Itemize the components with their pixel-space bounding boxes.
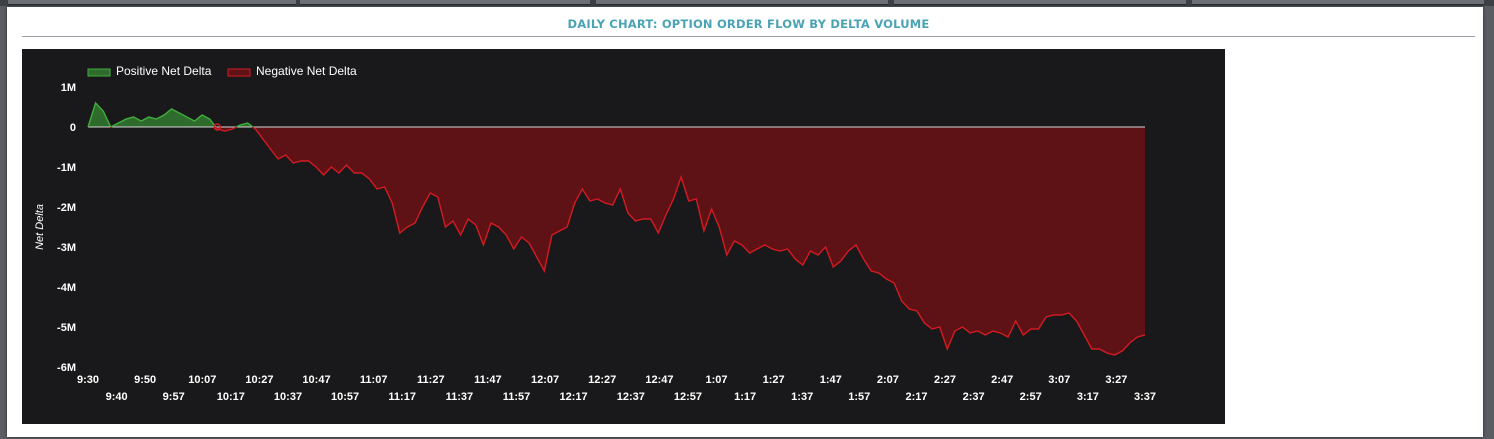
legend-negative-swatch [227, 68, 251, 77]
x-tick-label: 12:17 [560, 391, 588, 403]
x-tick-label: 11:17 [388, 391, 416, 403]
negative-series-line [88, 127, 1146, 356]
positive-area [88, 103, 1145, 127]
legend-positive[interactable]: Positive Net Delta [87, 64, 212, 78]
chart-legend: Positive Net Delta Negative Net Delta [87, 64, 357, 78]
x-tick-label: 10:27 [245, 374, 273, 386]
legend-positive-label: Positive Net Delta [116, 64, 212, 78]
x-tick-label: 2:57 [1020, 391, 1042, 403]
x-tick-label: 10:57 [331, 391, 359, 403]
x-tick-label: 11:47 [474, 374, 502, 386]
legend-negative-label: Negative Net Delta [256, 64, 357, 78]
y-axis-ticks: 1M 0 -1M -2M -3M -4M -5M -6M [57, 82, 76, 374]
x-tick-label: 1:17 [734, 391, 756, 403]
x-tick-label: 11:07 [360, 374, 388, 386]
x-tick-label: 11:57 [503, 391, 531, 403]
top-tab[interactable] [596, 0, 888, 5]
x-tick-label: 9:30 [77, 374, 99, 386]
top-tab[interactable] [894, 0, 1186, 5]
x-tick-label: 1:47 [820, 374, 842, 386]
x-tick-label: 10:37 [274, 391, 302, 403]
x-tick-label: 1:57 [848, 391, 870, 403]
x-tick-label: 9:50 [134, 374, 156, 386]
x-tick-label: 3:27 [1105, 374, 1127, 386]
plot-area [87, 101, 1146, 356]
x-tick-label: 12:57 [674, 391, 702, 403]
crossover-marker[interactable] [213, 123, 222, 131]
top-tab-strip [0, 0, 1494, 6]
x-tick-label: 2:37 [963, 391, 985, 403]
x-tick-label: 10:07 [188, 374, 216, 386]
legend-negative[interactable]: Negative Net Delta [227, 64, 357, 78]
x-tick-label: 3:37 [1134, 391, 1156, 403]
x-tick-label: 10:47 [302, 374, 330, 386]
y-tick-label: -6M [57, 362, 76, 374]
x-tick-label: 1:07 [705, 374, 727, 386]
y-axis-label: Net Delta [34, 204, 46, 250]
delta-area-chart: Positive Net Delta Negative Net Delta Ne… [34, 64, 1156, 403]
x-tick-label: 12:47 [645, 374, 673, 386]
top-tab[interactable] [1192, 0, 1484, 5]
top-tab[interactable] [300, 0, 590, 5]
title-divider [22, 36, 1475, 37]
x-tick-label: 9:40 [106, 391, 128, 403]
x-tick-label: 2:17 [905, 391, 927, 403]
chart-area: Positive Net Delta Negative Net Delta Ne… [22, 49, 1225, 424]
y-tick-label: -2M [57, 202, 76, 214]
x-tick-label: 2:47 [991, 374, 1013, 386]
x-tick-label: 12:27 [588, 374, 616, 386]
y-tick-label: -1M [57, 162, 76, 174]
y-tick-label: -5M [57, 322, 76, 334]
x-tick-label: 2:27 [934, 374, 956, 386]
x-tick-label: 1:27 [763, 374, 785, 386]
y-tick-label: 0 [70, 122, 76, 134]
x-tick-label: 3:17 [1077, 391, 1099, 403]
x-tick-label: 11:27 [417, 374, 445, 386]
y-tick-label: -4M [57, 282, 76, 294]
x-tick-label: 1:37 [791, 391, 813, 403]
top-tab[interactable] [8, 0, 296, 5]
y-tick-label: -3M [57, 242, 76, 254]
legend-positive-swatch [87, 68, 111, 77]
page-title: DAILY CHART: OPTION ORDER FLOW BY DELTA … [567, 17, 930, 31]
x-tick-label: 12:07 [531, 374, 559, 386]
x-tick-label: 12:37 [617, 391, 645, 403]
negative-area [88, 127, 1145, 355]
x-tick-label: 10:17 [217, 391, 245, 403]
x-tick-label: 11:37 [446, 391, 474, 403]
y-tick-label: 1M [61, 82, 76, 94]
x-axis-ticks: 9:30 9:50 10:07 10:27 10:47 11:07 11:27 11:47 12… [77, 374, 1156, 403]
x-tick-label: 3:07 [1048, 374, 1070, 386]
x-tick-label: 2:07 [877, 374, 899, 386]
x-tick-label: 9:57 [163, 391, 185, 403]
